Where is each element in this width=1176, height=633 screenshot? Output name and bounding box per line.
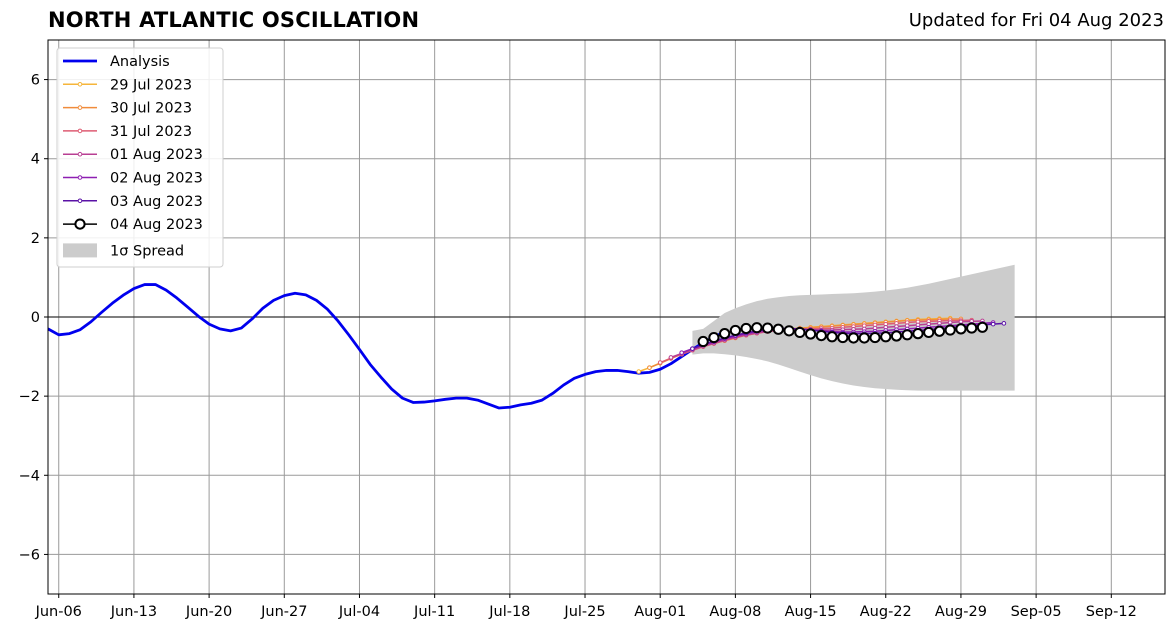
- forecast-point: [679, 350, 684, 355]
- legend-label: 29 Jul 2023: [110, 77, 192, 93]
- legend-label: 30 Jul 2023: [110, 101, 192, 117]
- legend-entry: Analysis: [63, 54, 170, 70]
- y-tick-label: 6: [31, 73, 40, 89]
- legend-marker: [77, 151, 83, 157]
- y-tick-label: 4: [31, 152, 40, 168]
- legend-label: 01 Aug 2023: [110, 147, 203, 163]
- series-layer: [47, 283, 1007, 410]
- legend-marker: [77, 198, 83, 204]
- forecast-point: [912, 328, 924, 340]
- forecast-point: [657, 360, 663, 365]
- legend-entry-spread: 1σ Spread: [63, 243, 184, 259]
- forecast-point: [858, 332, 870, 344]
- y-tick-label: 0: [31, 310, 40, 326]
- analysis-line: [47, 283, 726, 410]
- legend-entry: 04 Aug 2023: [63, 217, 203, 233]
- x-tick-label: Jun-27: [260, 604, 307, 620]
- x-tick-label: Sep-05: [1011, 604, 1062, 620]
- x-tick-label: Aug-29: [935, 604, 987, 620]
- x-tick-label: Sep-12: [1086, 604, 1137, 620]
- forecast-point: [869, 331, 881, 344]
- x-tick-label: Jul-18: [488, 604, 530, 620]
- forecast-point: [901, 329, 913, 341]
- forecast-point: [719, 328, 731, 340]
- forecast-point: [740, 322, 752, 335]
- legend-marker: [77, 175, 83, 180]
- series-7: [697, 321, 989, 348]
- legend-entry: 31 Jul 2023: [63, 124, 192, 140]
- legend-marker: [77, 128, 83, 134]
- forecast-point: [955, 323, 967, 335]
- forecast-point: [890, 330, 903, 342]
- forecast-point: [690, 346, 695, 351]
- legend-entry: 30 Jul 2023: [63, 101, 192, 117]
- forecast-point: [794, 326, 806, 339]
- forecast-point: [647, 365, 652, 370]
- forecast-point: [847, 332, 860, 344]
- x-tick-label: Aug-08: [709, 604, 761, 620]
- legend-box: [56, 47, 224, 268]
- forecast-point: [837, 331, 849, 344]
- legend-entry: 03 Aug 2023: [63, 194, 203, 210]
- legend-label: 31 Jul 2023: [110, 124, 192, 140]
- y-tick-label: 2: [31, 231, 40, 247]
- y-tick-label: −6: [19, 547, 40, 563]
- x-tick-label: Aug-15: [785, 604, 837, 620]
- legend-marker: [77, 105, 83, 110]
- x-tick-label: Aug-01: [634, 604, 686, 620]
- axis-layer: Jun-06 Jun-13 Jun-20 Jun-27 Jul-04 Jul-11 Jul-…: [19, 73, 1137, 620]
- y-tick-label: −4: [19, 468, 40, 484]
- legend-entry: 02 Aug 2023: [63, 171, 203, 187]
- forecast-point: [729, 324, 741, 337]
- forecast-point: [944, 324, 956, 336]
- legend-marker: [74, 218, 86, 230]
- legend-entry: 29 Jul 2023: [63, 77, 192, 93]
- forecast-point: [815, 329, 827, 342]
- forecast-point: [697, 335, 709, 348]
- legend-label: Analysis: [110, 54, 170, 70]
- forecast-point: [990, 321, 996, 327]
- forecast-point: [976, 321, 989, 333]
- forecast-point: [923, 326, 935, 339]
- legend-swatch: [63, 243, 97, 258]
- x-tick-label: Aug-22: [860, 604, 912, 620]
- updated-date: Updated for Fri 04 Aug 2023: [908, 10, 1164, 31]
- x-tick-label: Jul-04: [338, 604, 380, 620]
- forecast-point: [783, 325, 795, 337]
- forecast-point: [708, 331, 720, 344]
- forecast-point: [1001, 321, 1007, 326]
- forecast-point: [762, 322, 774, 334]
- forecast-point: [772, 323, 784, 335]
- x-tick-label: Jun-20: [185, 604, 232, 620]
- forecast-point: [966, 322, 978, 334]
- x-tick-label: Jun-06: [35, 604, 82, 620]
- forecast-point: [826, 331, 838, 343]
- forecast-point: [933, 325, 946, 337]
- forecast-point: [751, 322, 763, 334]
- legend: Analysis 29 Jul 2023 30 Jul 2023 31 Jul 202…: [56, 47, 224, 268]
- legend-label: 1σ Spread: [110, 243, 184, 259]
- legend-entry: 01 Aug 2023: [63, 147, 203, 163]
- legend-label: 02 Aug 2023: [110, 171, 203, 187]
- legend-label: 03 Aug 2023: [110, 194, 203, 210]
- forecast-point: [880, 331, 892, 343]
- chart-title: NORTH ATLANTIC OSCILLATION: [48, 8, 420, 32]
- y-tick-label: −2: [19, 389, 40, 405]
- legend-marker: [77, 82, 83, 87]
- legend-label: 04 Aug 2023: [110, 217, 203, 233]
- series-0: [47, 283, 726, 410]
- x-tick-label: Jul-25: [563, 604, 605, 620]
- x-tick-label: Jul-11: [413, 604, 455, 620]
- forecast-point: [636, 369, 642, 374]
- forecast-point: [804, 328, 817, 340]
- x-tick-label: Jun-13: [110, 604, 157, 620]
- forecast-point: [668, 355, 674, 360]
